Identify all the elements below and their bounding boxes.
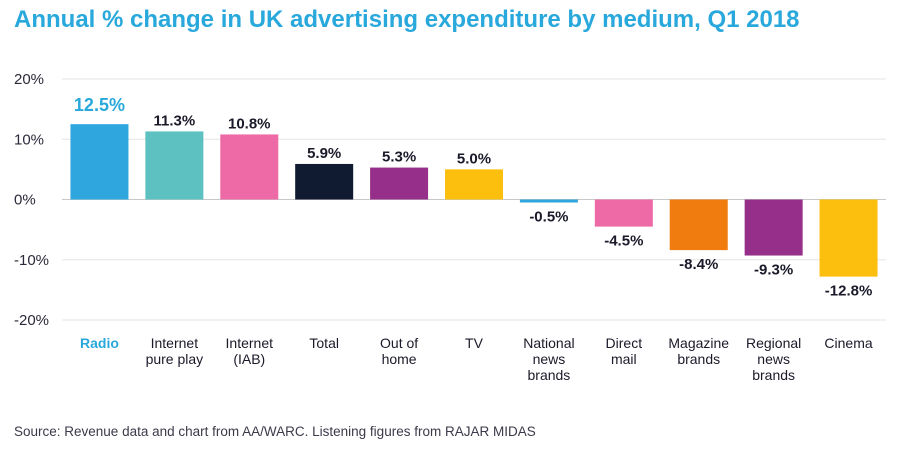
data-label: 5.3% [382,149,416,166]
chart-title: Annual % change in UK advertising expend… [14,6,800,33]
category-label: mail [611,351,637,367]
bar [295,163,354,200]
category-label: Regional [746,335,801,351]
data-label: -4.5% [604,233,643,250]
data-label: -8.4% [679,256,718,273]
bar [744,199,803,256]
y-tick-label: 20% [14,71,44,88]
y-tick-label: 10% [14,131,44,148]
category-label: Direct [606,335,643,351]
bar [669,199,728,251]
category-label: Radio [80,335,119,351]
bar [445,169,503,200]
data-label: 5.0% [457,150,491,167]
category-label: pure play [146,351,204,367]
category-label: brands [677,351,720,367]
bar [594,199,653,227]
category-label: TV [465,335,484,351]
y-tick-label: -20% [14,312,49,329]
category-label: Internet [151,335,199,351]
bar [145,131,204,200]
category-label: Cinema [824,335,872,351]
category-label: Out of [380,335,418,351]
source-note: Source: Revenue data and chart from AA/W… [14,424,536,439]
data-label: 12.5% [74,95,125,115]
category-label: home [382,351,417,367]
category-label: (IAB) [233,351,265,367]
bar [819,199,878,277]
y-tick-label: -10% [14,252,49,269]
bar [220,134,279,200]
category-label: National [523,335,574,351]
data-label: -9.3% [754,262,793,279]
data-label: -0.5% [529,209,568,226]
data-label: -12.8% [825,283,873,300]
category-label: Magazine [668,335,729,351]
bar [70,124,129,200]
bar [370,167,429,200]
bar-chart: 20%10%0%-10%-20%12.5%Radio11.3%Internetp… [14,71,886,383]
category-label: brands [528,367,571,383]
category-label: Total [309,335,339,351]
y-tick-label: 0% [14,192,36,209]
category-label: Internet [226,335,274,351]
data-label: 5.9% [307,145,341,162]
bar [519,199,578,203]
data-label: 10.8% [228,115,271,132]
category-label: news [757,351,790,367]
category-label: brands [752,367,795,383]
data-label: 11.3% [154,112,196,129]
category-label: news [533,351,566,367]
